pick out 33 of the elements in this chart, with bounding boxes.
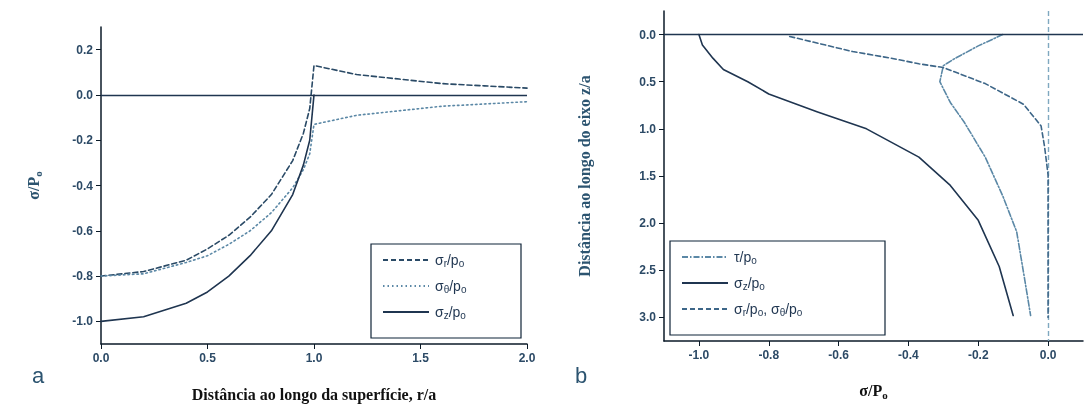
y-tick-label: 0.0 [639, 27, 657, 42]
x-tick-label: -0.4 [898, 348, 920, 362]
line-series [100, 100, 528, 277]
y-tick-label: -0.4 [72, 178, 94, 193]
x-axis-title: Distância ao longo da superfície, r/a [191, 385, 437, 404]
x-tick-label: 0.5 [199, 351, 217, 365]
y-tick-label: -1.0 [72, 314, 94, 329]
y-tick-label: 1.0 [639, 121, 657, 136]
text: b [575, 362, 588, 388]
x-tick-label: 1.0 [305, 351, 323, 365]
y-axis-title: σ/Po [25, 170, 44, 200]
x-tick-label: 0.0 [1039, 348, 1057, 362]
y-tick-label: 0.2 [76, 42, 94, 57]
x-tick-label: -1.0 [688, 348, 710, 362]
text: a [32, 362, 45, 388]
x-tick-label: 1.5 [412, 351, 430, 365]
y-tick-label: 2.0 [639, 216, 657, 231]
x-tick-label: -0.2 [967, 348, 989, 362]
x-tick-label: -0.6 [828, 348, 850, 362]
x-tick-label: 0.0 [92, 351, 110, 365]
y-tick-label: 1.5 [639, 169, 657, 183]
line-series [100, 64, 528, 277]
y-tick-label: -0.8 [72, 269, 94, 284]
y-tick-label: 2.5 [639, 263, 657, 278]
x-tick-label: -0.8 [758, 348, 780, 362]
y-tick-label: 0.0 [76, 87, 94, 102]
line-series [939, 33, 1032, 317]
y-tick-label: 0.5 [639, 74, 657, 89]
y-tick-label: -0.6 [72, 223, 94, 238]
x-tick-label: 2.0 [518, 351, 536, 365]
y-tick-label: -0.2 [72, 133, 94, 148]
y-tick-label: 3.0 [639, 310, 657, 325]
y-axis-title: Distância ao longo do eixo z/a [575, 75, 594, 277]
